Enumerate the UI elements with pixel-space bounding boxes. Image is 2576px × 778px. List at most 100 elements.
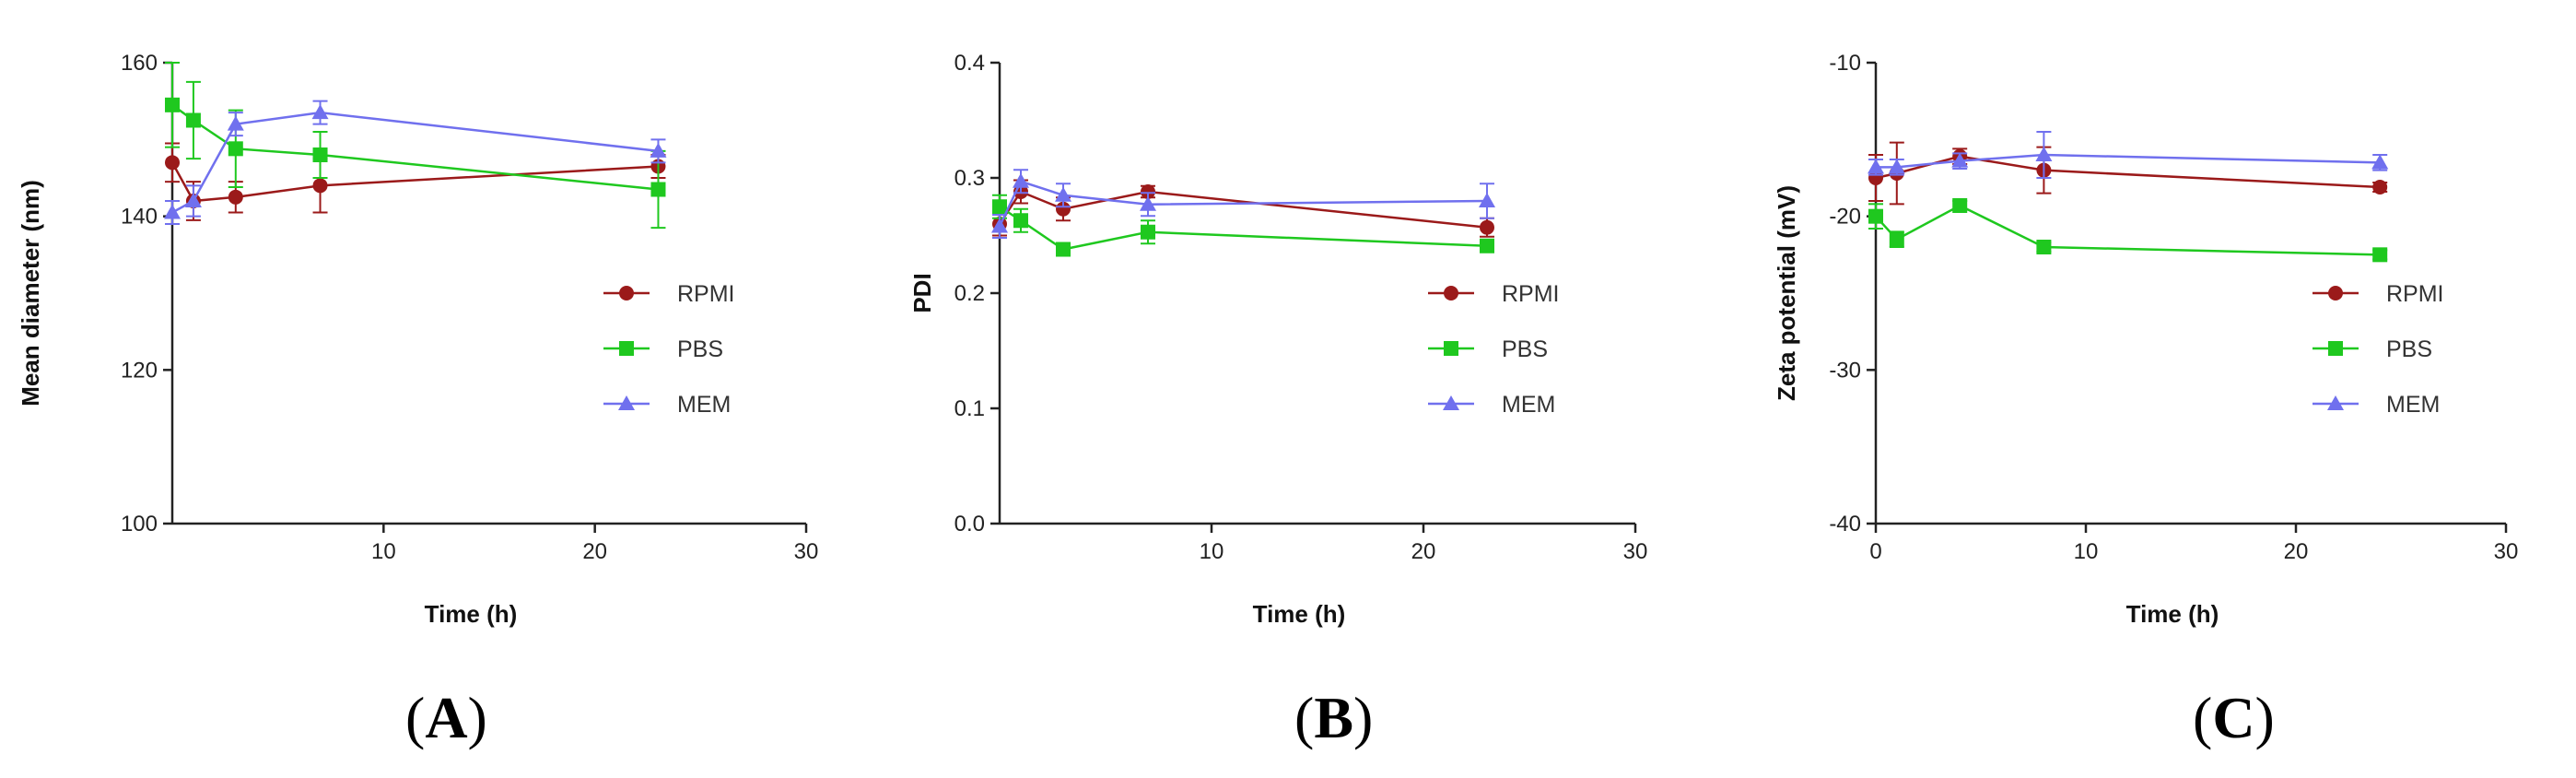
y-axis-title: PDI <box>908 273 936 312</box>
data-point <box>165 97 180 112</box>
x-axis-title: Time (h) <box>1253 600 1346 628</box>
legend-label: PBS <box>677 336 723 362</box>
data-point <box>228 141 243 157</box>
series-line <box>171 111 659 214</box>
series-line <box>999 206 1488 251</box>
legend-entry-pbs: PBS <box>2313 336 2432 362</box>
data-point <box>2372 180 2388 194</box>
legend-label: MEM <box>2386 392 2440 418</box>
legend-entry-pbs: PBS <box>1428 336 1548 362</box>
x-tick-label: 20 <box>2284 539 2309 564</box>
legend-marker <box>2327 395 2344 410</box>
series-line <box>171 103 659 191</box>
data-point <box>164 204 181 219</box>
data-point <box>185 112 201 128</box>
series-mem <box>991 169 1495 239</box>
data-point <box>1141 224 1155 240</box>
legend-marker <box>1444 286 1458 301</box>
legend-label: PBS <box>1502 336 1548 362</box>
y-tick-label: 0.2 <box>954 281 985 306</box>
legend-label: PBS <box>2386 336 2432 362</box>
y-tick-label: -40 <box>1829 512 1861 536</box>
y-tick-label: -30 <box>1829 358 1861 383</box>
legend-label: RPMI <box>1502 281 1560 307</box>
data-point <box>1952 198 1968 213</box>
y-tick-label: 0.4 <box>954 51 985 76</box>
legend-entry-mem: MEM <box>603 392 731 418</box>
legend-entry-pbs: PBS <box>603 336 723 362</box>
y-tick-label: 0.1 <box>954 396 985 421</box>
data-point <box>311 104 329 120</box>
data-point <box>650 182 666 197</box>
y-tick-label: -10 <box>1829 51 1861 76</box>
data-point <box>1056 201 1071 217</box>
y-tick-label: 100 <box>121 512 158 536</box>
legend-marker <box>619 341 634 356</box>
legend-marker <box>2328 341 2343 356</box>
data-point <box>1140 195 1156 211</box>
legend-marker <box>1443 395 1459 410</box>
x-tick-label: 10 <box>1200 539 1224 564</box>
data-point <box>228 189 243 205</box>
data-point <box>165 155 180 171</box>
y-tick-label: 0.3 <box>954 166 985 191</box>
x-tick-label: 30 <box>1623 539 1648 564</box>
data-point <box>227 115 244 131</box>
legend-entry-rpmi: RPMI <box>603 281 735 307</box>
y-tick-label: 120 <box>121 358 158 383</box>
data-point <box>184 193 202 207</box>
chart-panel-c: -40 -30 -20 -10 0 10 20 30 Time (h) Zeta potentia… <box>1773 51 2518 750</box>
data-point <box>1951 152 1969 168</box>
series-pbs <box>1868 198 2388 263</box>
legend-label: MEM <box>1502 392 1555 418</box>
y-tick-label: 160 <box>121 51 158 76</box>
data-point <box>1056 242 1071 257</box>
panel-label: (B) <box>1294 685 1373 750</box>
legend-label: RPMI <box>677 281 735 307</box>
legend-marker <box>1444 341 1458 356</box>
x-axis-title: Time (h) <box>425 600 518 628</box>
series-mem <box>1868 131 2389 179</box>
chart-panel-b: 0.0 0.1 0.2 0.3 0.4 10 20 30 Time (h) PDI RPMI PBS M… <box>908 51 1647 750</box>
legend-entry-rpmi: RPMI <box>2313 281 2444 307</box>
legend-marker <box>619 286 634 301</box>
y-tick-label: 0.0 <box>954 512 985 536</box>
data-point <box>312 147 328 162</box>
data-point <box>1480 238 1494 253</box>
legend-entry-mem: MEM <box>2313 392 2440 418</box>
series-rpmi <box>165 142 666 221</box>
x-tick-label: 30 <box>2494 539 2519 564</box>
series-line <box>1876 153 2381 169</box>
x-tick-label: 30 <box>794 539 819 564</box>
x-tick-label: 0 <box>1869 539 1881 564</box>
data-point <box>1141 184 1155 199</box>
x-axis-title: Time (h) <box>2126 600 2219 628</box>
legend-marker <box>618 395 635 410</box>
data-point <box>650 142 667 158</box>
data-point <box>991 218 1008 233</box>
data-point <box>1868 208 1883 224</box>
series-pbs <box>992 194 1494 257</box>
chart-panel-a: 100 120 140 160 10 20 30 Time (h) Mean diameter … <box>17 51 818 750</box>
x-tick-label: 10 <box>371 539 396 564</box>
data-point <box>1013 172 1029 188</box>
x-tick-label: 10 <box>2074 539 2099 564</box>
legend-entry-rpmi: RPMI <box>1428 281 1560 307</box>
panel-label: (C) <box>2193 685 2275 750</box>
data-point <box>1868 159 1884 174</box>
legend-label: RPMI <box>2386 281 2444 307</box>
data-point <box>2036 240 2052 254</box>
data-point <box>992 199 1007 215</box>
data-point <box>2372 247 2388 263</box>
series-rpmi <box>992 179 1494 238</box>
data-point <box>1888 159 1905 174</box>
x-tick-label: 20 <box>582 539 607 564</box>
legend-marker <box>2328 286 2343 301</box>
y-axis-title: Zeta potential (mV) <box>1773 185 1800 401</box>
series-pbs <box>165 62 666 230</box>
series-rpmi <box>1868 141 2388 206</box>
data-point <box>312 178 328 194</box>
legend-entry-mem: MEM <box>1428 392 1555 418</box>
y-tick-label: 140 <box>121 205 158 230</box>
